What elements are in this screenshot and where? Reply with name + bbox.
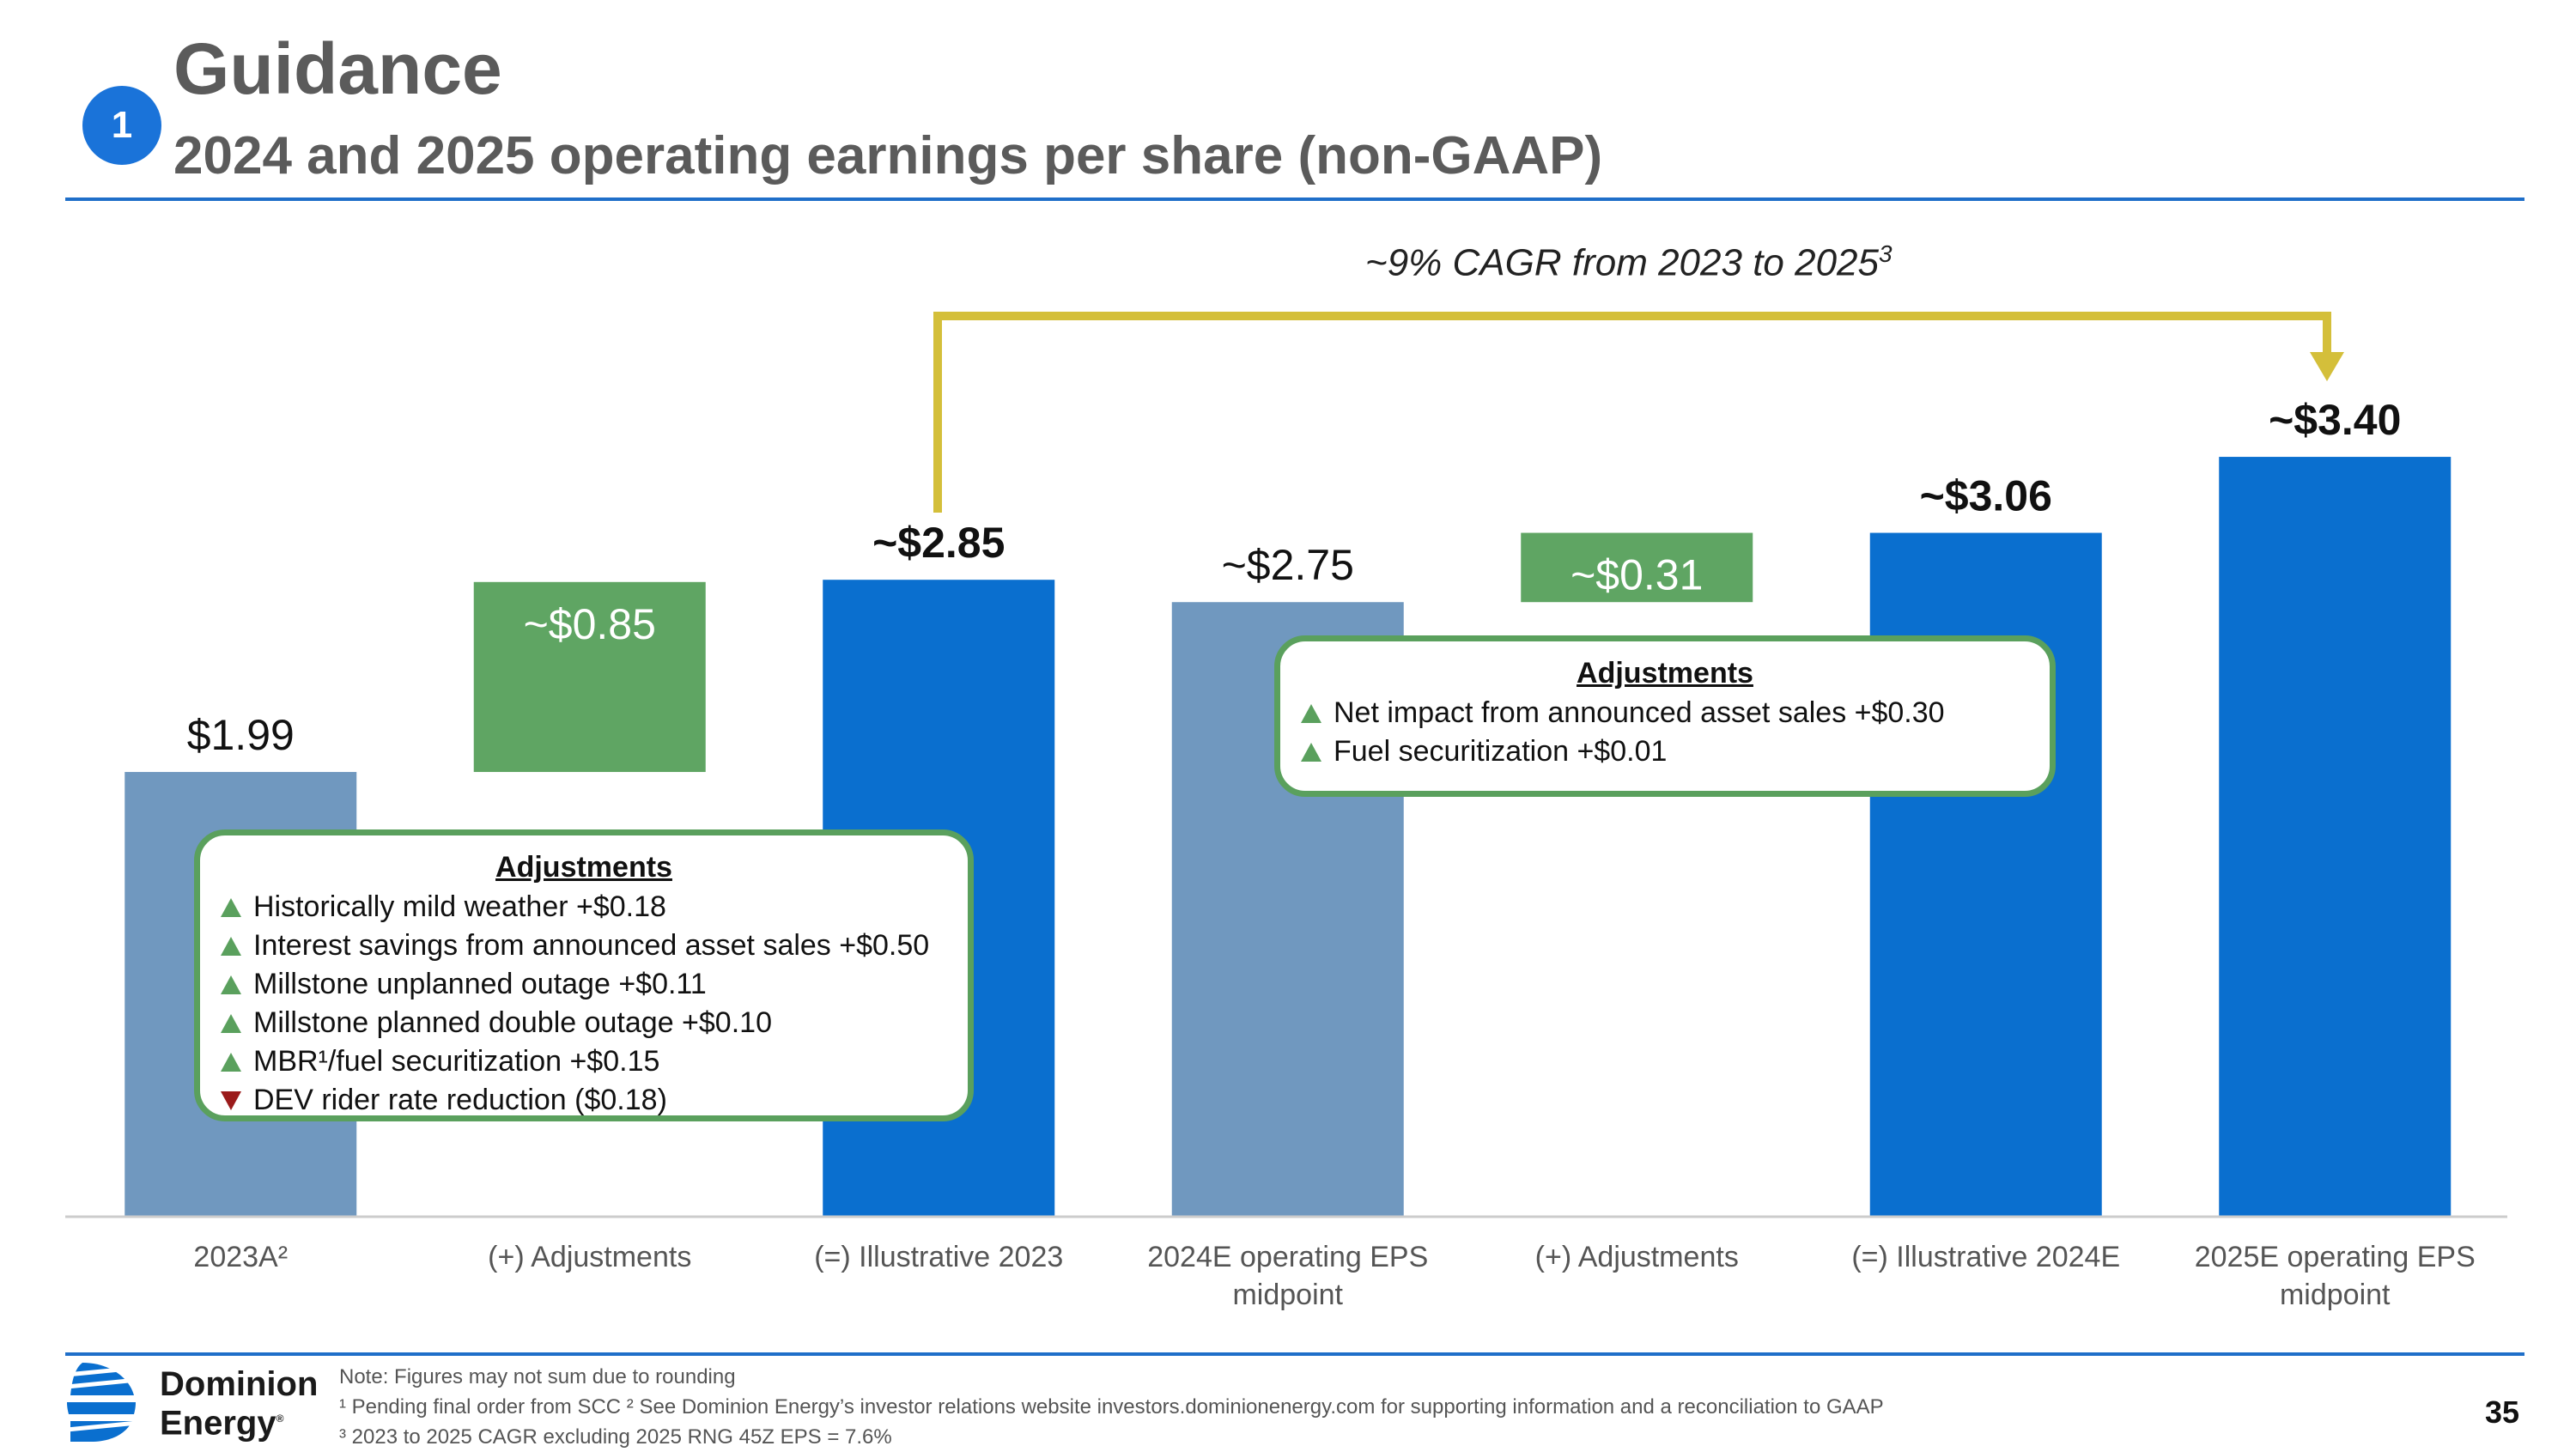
adjustment-text: Historically mild weather +$0.18 — [253, 890, 666, 923]
adjustment-item: Millstone planned double outage +$0.10 — [221, 1004, 947, 1042]
footnote-note: Note: Figures may not sum due to roundin… — [339, 1365, 736, 1388]
footnote-1-2: ¹ Pending final order from SCC ² See Dom… — [339, 1395, 1884, 1419]
value-label-0: $1.99 — [187, 711, 295, 759]
triangle-up-icon — [1301, 742, 1321, 762]
adjustment-text: MBR¹/fuel securitization +$0.15 — [253, 1045, 660, 1078]
footer-rule — [65, 1352, 2524, 1356]
value-label-3: ~$2.75 — [1222, 541, 1354, 589]
page-number: 35 — [2484, 1394, 2519, 1430]
dominion-energy-logo — [66, 1363, 138, 1442]
category-labels-layer: 2023A² (+) Adjustments (=) Illustrative 20… — [193, 1241, 2475, 1311]
adjustment-item: DEV rider rate reduction ($0.18) — [221, 1081, 947, 1120]
logo-line-2-text: Energy — [160, 1404, 276, 1443]
bar-4 — [1521, 532, 1753, 603]
adjustment-text: DEV rider rate reduction ($0.18) — [253, 1084, 667, 1116]
registered-mark: ® — [276, 1413, 284, 1425]
logo-line-1: Dominion — [160, 1365, 319, 1403]
adjustment-item: Net impact from announced asset sales +$… — [1301, 694, 2029, 732]
triangle-up-icon — [221, 897, 241, 917]
adjustment-item: MBR¹/fuel securitization +$0.15 — [221, 1042, 947, 1081]
footnote-3: ³ 2023 to 2025 CAGR excluding 2025 RNG 4… — [339, 1425, 892, 1449]
cagr-arrowhead — [2310, 352, 2344, 381]
triangle-up-icon — [1301, 703, 1321, 723]
adjustments-heading: Adjustments — [495, 851, 672, 884]
page-title: Guidance — [173, 28, 502, 109]
adjustments-box-2024: Adjustments Net impact from announced as… — [1274, 635, 2056, 797]
triangle-up-icon — [221, 936, 241, 956]
category-label-2: (=) Illustrative 2023 — [814, 1241, 1063, 1273]
adjustment-text: Interest savings from announced asset sa… — [253, 929, 930, 962]
adjustment-text: Millstone unplanned outage +$0.11 — [253, 968, 707, 1000]
adjustment-item: Interest savings from announced asset sa… — [221, 926, 947, 965]
adjustment-item: Historically mild weather +$0.18 — [221, 888, 947, 926]
cagr-annotation: ~9% CAGR from 2023 to 20253 — [1365, 240, 1893, 285]
category-label-0: 2023A² — [193, 1241, 288, 1273]
value-label-1: ~$0.85 — [524, 600, 656, 648]
category-label-3: 2024E operating EPS midpoint — [1147, 1241, 1428, 1311]
value-label-2: ~$2.85 — [872, 519, 1005, 567]
value-labels-layer: $1.99 ~$0.85 ~$2.85 ~$2.75 ~$0.31 ~$3.06 ~$3.4… — [187, 396, 2402, 759]
section-badge: 1 — [82, 86, 161, 165]
adjustment-text: Millstone planned double outage +$0.10 — [253, 1006, 772, 1039]
triangle-up-icon — [221, 1052, 241, 1072]
cagr-text: ~9% CAGR from 2023 to 2025 — [1365, 241, 1879, 284]
category-label-1: (+) Adjustments — [488, 1241, 691, 1273]
header-rule — [65, 197, 2524, 201]
cagr-bracket-arrow — [933, 312, 2331, 513]
category-label-6: 2025E operating EPS midpoint — [2195, 1241, 2476, 1311]
footnotes: Note: Figures may not sum due to roundin… — [339, 1362, 1884, 1452]
category-label-4: (+) Adjustments — [1535, 1241, 1739, 1273]
value-label-5: ~$3.06 — [1920, 472, 2052, 520]
value-label-4: ~$0.31 — [1571, 551, 1703, 599]
adjustments-box-2023: Adjustments Historically mild weather +$… — [194, 829, 974, 1121]
triangle-up-icon — [221, 1013, 241, 1033]
triangle-up-icon — [221, 975, 241, 994]
cagr-footnote-mark: 3 — [1879, 240, 1893, 267]
value-label-6: ~$3.40 — [2269, 396, 2401, 444]
logo-wordmark: Dominion Energy® — [160, 1367, 318, 1440]
adjustment-item: Fuel securitization +$0.01 — [1301, 732, 2029, 771]
category-label-5: (=) Illustrative 2024E — [1851, 1241, 2120, 1273]
triangle-down-icon — [221, 1091, 241, 1110]
logo-line-2: Energy® — [160, 1401, 318, 1440]
adjustment-text: Fuel securitization +$0.01 — [1334, 735, 1668, 768]
adjustments-heading: Adjustments — [1577, 657, 1753, 690]
page-subtitle: 2024 and 2025 operating earnings per sha… — [173, 126, 1603, 185]
bar-1 — [473, 581, 706, 773]
bar-6 — [2219, 457, 2451, 1217]
adjustment-text: Net impact from announced asset sales +$… — [1334, 696, 1945, 729]
adjustment-item: Millstone unplanned outage +$0.11 — [221, 965, 947, 1004]
